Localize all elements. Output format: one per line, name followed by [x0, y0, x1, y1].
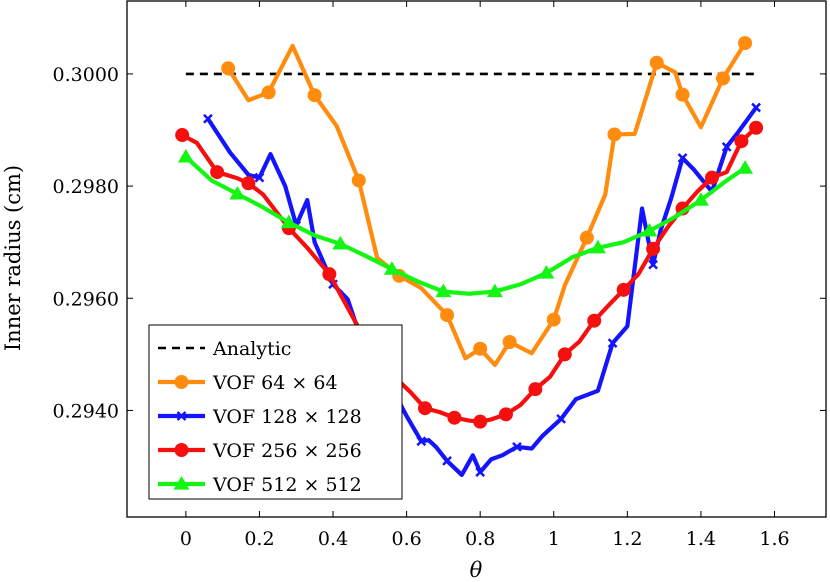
data-point [322, 267, 337, 282]
data-point [502, 335, 517, 350]
data-point [261, 85, 276, 100]
data-point [546, 312, 561, 327]
legend-marker [174, 443, 189, 457]
data-point [749, 120, 764, 135]
legend-marker [174, 375, 189, 389]
data-point [721, 141, 732, 152]
data-point [447, 410, 462, 425]
data-point [280, 214, 297, 229]
legend-box [148, 324, 403, 500]
data-point [607, 127, 622, 142]
data-point [229, 185, 246, 200]
data-point [473, 341, 488, 356]
data-point [351, 173, 366, 188]
x-tick-label: 1.2 [612, 528, 642, 550]
data-point [442, 456, 452, 466]
x-tick-label: 0.6 [391, 528, 421, 550]
x-tick-label: 1 [548, 528, 560, 550]
data-point [307, 88, 322, 103]
data-point [175, 128, 190, 143]
data-point [498, 407, 513, 422]
y-tick-label: 0.2940 [53, 400, 119, 422]
data-point [435, 283, 452, 298]
x-tick-label: 0.4 [318, 528, 348, 550]
data-point [417, 401, 432, 416]
data-point [473, 414, 488, 429]
series-layer [175, 36, 764, 478]
data-point [416, 436, 427, 447]
data-point [210, 165, 225, 180]
data-point [692, 192, 709, 206]
y-tick-label: 0.2960 [53, 288, 119, 310]
data-point [704, 170, 719, 185]
data-point [221, 61, 236, 76]
data-point [557, 347, 572, 362]
x-tick-label: 1.4 [686, 528, 716, 550]
legend-entry: VOF 256 × 256 [158, 440, 362, 462]
data-point [641, 222, 658, 237]
data-point [649, 55, 664, 70]
data-point [486, 283, 503, 298]
legend-marker [173, 476, 190, 490]
data-point [556, 413, 566, 424]
data-point [203, 113, 213, 124]
data-point [715, 71, 730, 86]
data-point [332, 235, 349, 250]
x-axis-title: θ [470, 558, 483, 582]
data-point [737, 160, 754, 174]
series-3 [175, 120, 764, 429]
legend-label: VOF 512 × 512 [212, 474, 362, 496]
legend-entry: Analytic [158, 338, 291, 360]
data-point [528, 382, 543, 397]
series-line [184, 155, 747, 296]
y-tick-label: 0.3000 [53, 64, 119, 86]
legend-label: Analytic [212, 338, 291, 360]
data-point [579, 230, 594, 245]
legend-marker [176, 411, 187, 421]
legend-label: VOF 256 × 256 [212, 440, 362, 462]
data-point [675, 87, 690, 102]
data-point [751, 102, 761, 113]
data-point [177, 148, 194, 163]
data-point [587, 313, 602, 328]
series-1 [221, 36, 753, 368]
data-point [616, 282, 631, 297]
axes: 0 0.2 0.4 0.6 0.8 1 1.2 1.4 1.6 0.2940 0.2960 0.298… [53, 1, 826, 550]
series-4 [177, 148, 754, 298]
legend-label: VOF 128 × 128 [212, 406, 362, 428]
data-point [589, 239, 606, 254]
x-tick-label: 0.8 [465, 528, 495, 550]
legend-entry: VOF 128 × 128 [158, 406, 362, 428]
legend-label: VOF 64 × 64 [212, 372, 338, 394]
y-tick-label: 0.2980 [53, 176, 119, 198]
data-point [241, 176, 256, 191]
data-point [677, 153, 688, 163]
data-point [648, 259, 658, 270]
data-point [475, 467, 486, 478]
legend-entries: Analytic VOF 64 × 64 VOF 128 × 128 VOF 256 … [158, 338, 362, 496]
legend-entry: VOF 512 × 512 [158, 474, 362, 496]
data-point [607, 338, 618, 349]
x-tick-label: 0 [180, 528, 192, 550]
y-axis-title: Inner radius (cm) [1, 165, 25, 351]
plot-area-frame [126, 0, 827, 518]
legend: Analytic VOF 64 × 64 VOF 128 × 128 VOF 256 … [148, 324, 403, 500]
data-point [254, 172, 265, 183]
data-point [734, 134, 749, 149]
legend-entry: VOF 64 × 64 [158, 372, 338, 394]
data-point [738, 36, 753, 51]
x-tick-label: 1.6 [759, 528, 789, 550]
x-tick-label: 0.2 [244, 528, 274, 550]
data-point [646, 241, 661, 256]
data-point [538, 265, 555, 279]
series-line [226, 41, 747, 368]
data-point [440, 308, 455, 323]
data-point [383, 261, 400, 275]
data-point [512, 442, 522, 452]
